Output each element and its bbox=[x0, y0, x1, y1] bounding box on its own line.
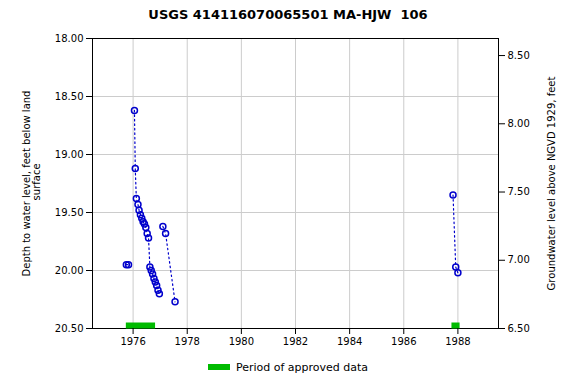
svg-text:7.00: 7.00 bbox=[508, 254, 530, 265]
svg-text:8.50: 8.50 bbox=[508, 50, 530, 61]
svg-text:1984: 1984 bbox=[337, 336, 362, 347]
svg-text:19.50: 19.50 bbox=[55, 207, 84, 218]
svg-text:1982: 1982 bbox=[283, 336, 308, 347]
svg-text:8.00: 8.00 bbox=[508, 118, 530, 129]
svg-text:1976: 1976 bbox=[120, 336, 145, 347]
svg-text:6.50: 6.50 bbox=[508, 323, 530, 334]
svg-text:20.00: 20.00 bbox=[55, 265, 84, 276]
svg-text:1978: 1978 bbox=[175, 336, 200, 347]
svg-text:18.00: 18.00 bbox=[55, 33, 84, 44]
svg-text:7.50: 7.50 bbox=[508, 186, 530, 197]
svg-text:Groundwater level above NGVD 1: Groundwater level above NGVD 1929, feet bbox=[546, 77, 557, 291]
html-text:USGS 414116070065501 MA-HJW 10: USGS 414116070065501 MA-HJW 106 bbox=[148, 7, 428, 22]
svg-text:1980: 1980 bbox=[229, 336, 254, 347]
html-text:Period of approved data: Period of approved data bbox=[235, 360, 369, 374]
svg-text:1986: 1986 bbox=[391, 336, 416, 347]
svg-text:1988: 1988 bbox=[445, 336, 470, 347]
svg-text:19.00: 19.00 bbox=[55, 149, 84, 160]
svg-text:Depth to water level, feet bel: Depth to water level, feet below land su… bbox=[21, 91, 42, 277]
svg-text:20.50: 20.50 bbox=[55, 323, 84, 334]
svg-text:18.50: 18.50 bbox=[55, 91, 84, 102]
